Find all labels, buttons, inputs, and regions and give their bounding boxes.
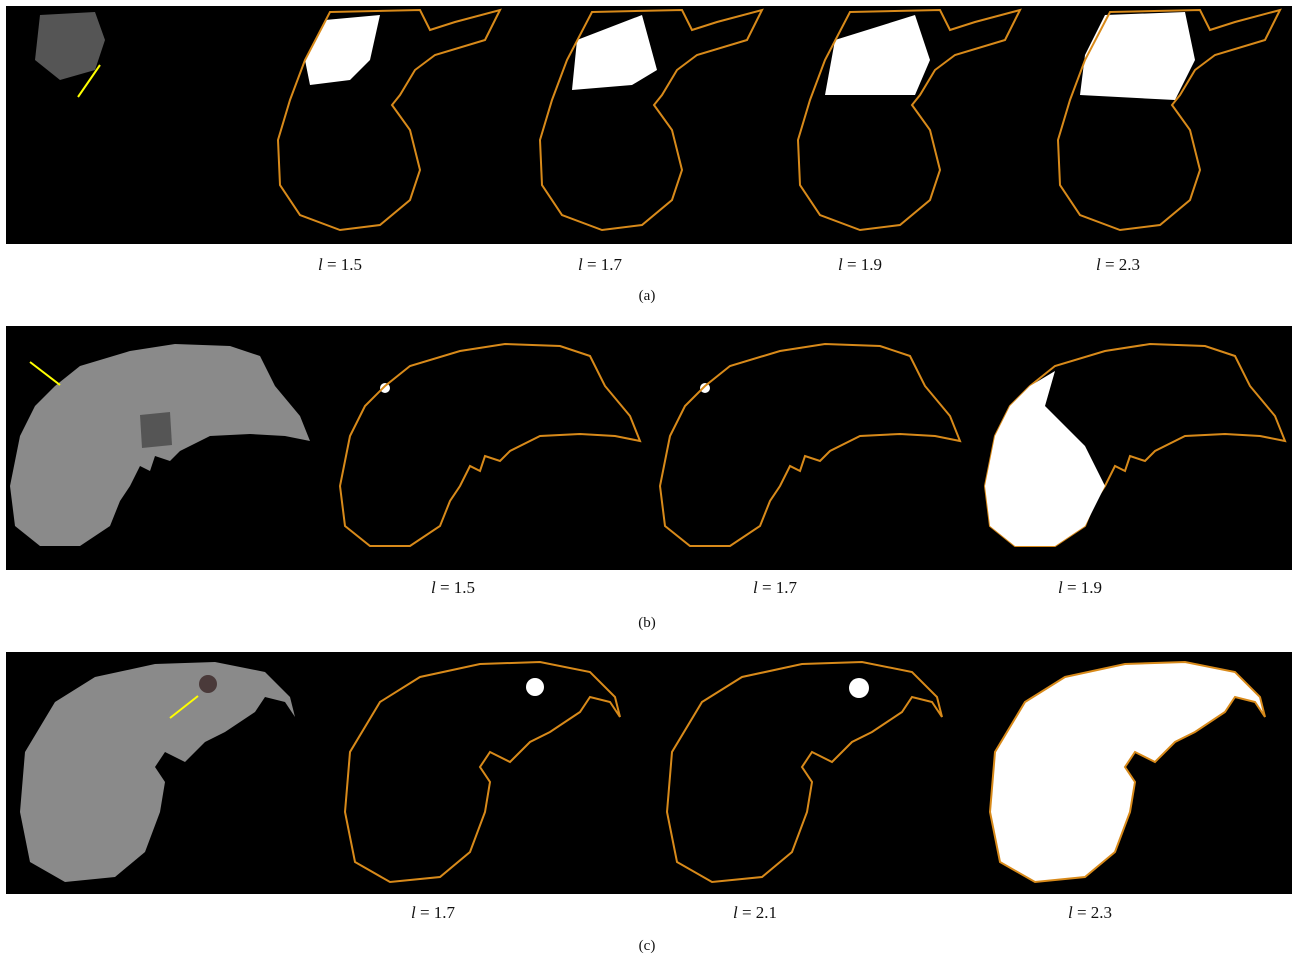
parameter-label: l = 1.7 [578,255,622,275]
parameter-label: l = 2.3 [1068,903,1112,923]
panel-caption: (c) [639,938,656,955]
panel-caption: (b) [638,615,656,632]
panel-a [0,6,1292,244]
parameter-label: l = 1.5 [431,578,475,598]
images [0,0,1294,964]
parameter-label: l = 2.1 [733,903,777,923]
parameter-label: l = 1.9 [1058,578,1102,598]
panel-c [6,652,1292,894]
parameter-label: l = 2.3 [1096,255,1140,275]
parameter-label: l = 1.9 [838,255,882,275]
panel-b [6,326,1292,570]
parameter-label: l = 1.5 [318,255,362,275]
panel-caption: (a) [639,288,656,305]
parameter-label: l = 1.7 [411,903,455,923]
figure: l = 1.5 l = 1.7 l = 1.9 l = 2.3 (a) l = 1.5 l … [0,0,1294,964]
parameter-label: l = 1.7 [753,578,797,598]
